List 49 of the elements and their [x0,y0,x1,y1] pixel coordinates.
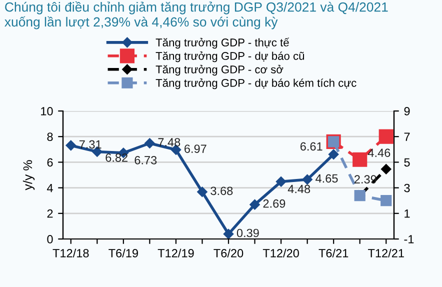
point [378,129,394,144]
y2-tick-label: 5 [404,158,410,167]
x-tick-label: T6/20 [214,248,244,258]
point [276,176,286,187]
legend-label: Tăng trưởng GDP - cơ sở [156,64,284,76]
x-tick-label: T12/21 [368,248,404,258]
legend-label: Tăng trưởng GDP - dự báo kém tích cực [156,78,356,90]
point [250,199,260,210]
data-label: 6.82 [106,153,128,162]
x-tick-label: T12/20 [262,248,299,258]
x-tick-label: T6/21 [318,248,348,258]
y-tick-label: 8 [47,132,53,141]
x-tick-label: T12/19 [158,248,194,258]
y2-tick-label: 7 [404,132,410,141]
data-label: 3.68 [210,186,233,196]
data-label: 4.48 [288,184,310,194]
data-label: 2.69 [263,199,286,208]
y2-tick-label: 9 [404,107,410,116]
x-tick-label: T12/18 [52,248,89,258]
point [328,149,339,160]
y-tick-label: 6 [47,158,53,167]
data-label: 4.46 [368,148,390,158]
data-label: 7.31 [79,140,102,149]
y-tick-label: 0 [47,235,53,244]
point [144,138,155,148]
y2-tick-label: -1 [404,235,414,244]
data-label: 6.73 [134,156,157,164]
point [380,195,392,206]
data-label: 6.97 [184,144,206,153]
x-tick-label: T6/19 [108,248,138,258]
chart-title: Chúng tôi điều chỉnh giảm tăng trưởng DGP Q3/2021 và Q4/2021 xuống lần lượt 2,39% và 4,46% so với cùng kỳ [4,1,388,30]
point [223,228,234,240]
y-axis-title: y/y % [22,160,35,190]
data-label: 7.48 [158,138,180,146]
y-tick-label: 2 [47,209,53,218]
point [302,174,312,185]
point [381,164,392,174]
legend-label: Tăng trưởng GDP - thực tế [156,38,290,49]
data-label: 6.61 [300,142,322,151]
legend-label: Tăng trưởng GDP - dự báo cũ [156,51,304,62]
point [66,140,76,151]
y-tick-label: 4 [46,184,53,192]
data-label: 4.65 [316,174,338,183]
point [197,186,208,198]
data-label: 0.39 [236,228,259,238]
y-tick-label: 10 [41,107,53,116]
point [352,152,368,167]
y2-tick-label: 1 [404,210,410,218]
y2-tick-label: 3 [404,184,410,192]
